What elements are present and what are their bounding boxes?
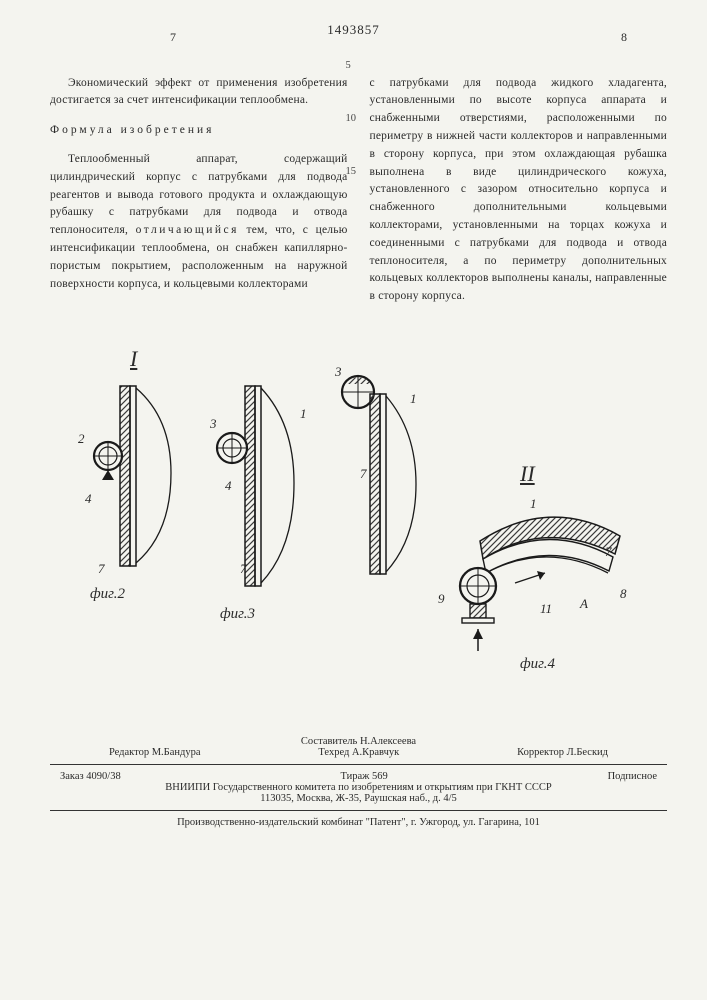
ref-9: 9	[438, 591, 445, 607]
ref-7b: 7	[240, 561, 247, 577]
left-para-2: Теплообменный аппарат, содержащий цилинд…	[50, 151, 348, 294]
patent-number: 1493857	[0, 22, 707, 38]
figure-2	[60, 376, 180, 576]
ref-7c: 7	[360, 466, 367, 482]
left-para-1: Экономический эффект от применения изобр…	[50, 75, 348, 111]
fig2-label: фиг.2	[90, 586, 125, 603]
line-numbers: 5 10 15	[346, 60, 357, 219]
figure-3a	[190, 376, 305, 596]
fig3-label: фиг.3	[220, 606, 255, 623]
ref-3a: 3	[210, 416, 217, 432]
ref-7d: 7	[605, 544, 612, 560]
ref-3b: 3	[335, 364, 342, 380]
ref-1c: 1	[530, 496, 537, 512]
fig4-label: фиг.4	[520, 656, 555, 673]
ref-11: 11	[540, 601, 552, 617]
footer: Составитель Н.Алексеева Редактор М.Банду…	[50, 736, 667, 828]
editor: Редактор М.Бандура	[109, 747, 201, 758]
corrector: Корректор Л.Бескид	[517, 747, 608, 758]
order-number: Заказ 4090/38	[60, 771, 121, 782]
compiler: Составитель Н.Алексеева	[50, 736, 667, 747]
ref-2: 2	[78, 431, 85, 447]
column-left: Экономический эффект от применения изобр…	[50, 63, 348, 318]
vniipi: ВНИИПИ Государственного комитета по изоб…	[50, 782, 667, 793]
figure-4	[420, 491, 650, 671]
subscription: Подписное	[608, 771, 657, 782]
right-para-1: с патрубками для подвода жидкого хладаге…	[370, 75, 668, 307]
figures-area: I II 2 4 7 фиг.2	[50, 346, 667, 716]
tech: Техред А.Кравчук	[318, 747, 399, 758]
roman-1: I	[130, 346, 137, 372]
address: 113035, Москва, Ж-35, Раушская наб., д. …	[50, 793, 667, 804]
tirage: Тираж 569	[340, 771, 387, 782]
ref-8: 8	[620, 586, 627, 602]
ref-4a: 4	[85, 491, 92, 507]
roman-2: II	[520, 461, 535, 487]
formula-heading: Формула изобретения	[50, 122, 348, 140]
ref-7a: 7	[98, 561, 105, 577]
producer: Производственно-издательский комбинат "П…	[50, 817, 667, 828]
ref-A: A	[580, 596, 588, 612]
ref-1a: 1	[300, 406, 307, 422]
column-right: с патрубками для подвода жидкого хладаге…	[370, 63, 668, 318]
ref-4b: 4	[225, 478, 232, 494]
ref-1b: 1	[410, 391, 417, 407]
figure-3b	[315, 364, 425, 584]
